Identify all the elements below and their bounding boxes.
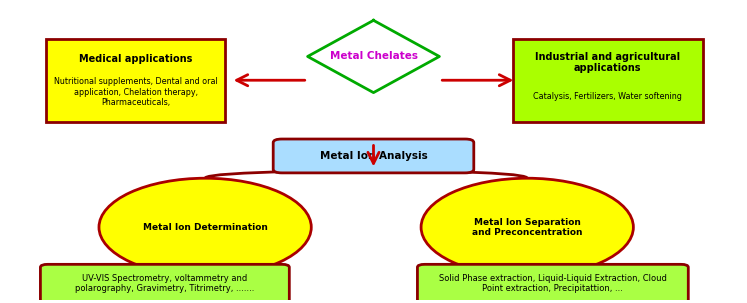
Text: Medical applications: Medical applications [79,55,192,65]
Text: Industrial and agricultural
applications: Industrial and agricultural applications [535,52,681,73]
Text: Catalysis, Fertilizers, Water softening: Catalysis, Fertilizers, Water softening [533,92,682,101]
Text: Metal Ion Separation
and Preconcentration: Metal Ion Separation and Preconcentratio… [472,218,583,237]
Text: Metal Ion Determination: Metal Ion Determination [143,223,267,232]
FancyBboxPatch shape [418,264,688,303]
Text: Solid Phase extraction, Liquid-Liquid Extraction, Cloud
Point extraction, Precip: Solid Phase extraction, Liquid-Liquid Ex… [439,274,667,293]
Text: Metal Chelates: Metal Chelates [329,52,418,62]
Text: UV-VIS Spectrometry, voltammetry and
polarography, Gravimetry, Titrimetry, .....: UV-VIS Spectrometry, voltammetry and pol… [75,274,255,293]
FancyBboxPatch shape [273,139,474,173]
FancyBboxPatch shape [40,264,289,303]
Ellipse shape [99,178,311,276]
Ellipse shape [421,178,633,276]
FancyBboxPatch shape [512,39,703,122]
Text: Metal Ion Analysis: Metal Ion Analysis [320,151,427,161]
Text: Nutritional supplements, Dental and oral
application, Chelation therapy,
Pharmac: Nutritional supplements, Dental and oral… [54,77,217,107]
Polygon shape [308,20,439,93]
FancyBboxPatch shape [46,39,226,122]
